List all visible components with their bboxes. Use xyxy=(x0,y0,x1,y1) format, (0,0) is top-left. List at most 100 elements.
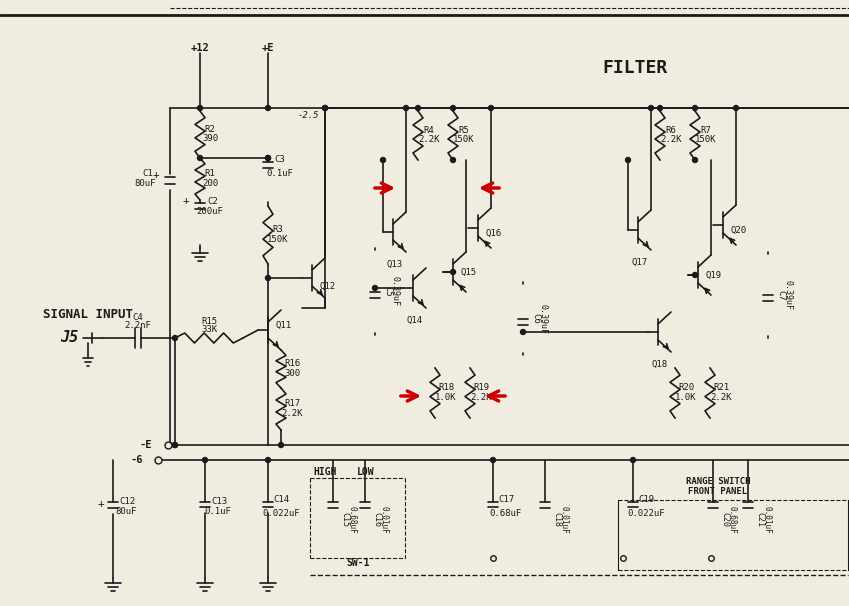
Text: +: + xyxy=(98,499,104,509)
Text: R18: R18 xyxy=(438,384,454,393)
Text: 0.39uF: 0.39uF xyxy=(391,276,400,307)
Text: 2.2nF: 2.2nF xyxy=(125,322,151,330)
Circle shape xyxy=(172,336,177,341)
Text: 150K: 150K xyxy=(453,135,475,144)
Circle shape xyxy=(626,158,631,162)
Text: 80uF: 80uF xyxy=(115,507,137,516)
Text: 0.01uF: 0.01uF xyxy=(560,506,569,534)
Text: 2.2K: 2.2K xyxy=(661,135,682,144)
Circle shape xyxy=(167,442,172,447)
Text: 0.01uF: 0.01uF xyxy=(380,506,389,534)
Text: C17: C17 xyxy=(498,494,514,504)
Text: +: + xyxy=(183,196,189,206)
Circle shape xyxy=(172,442,177,447)
Circle shape xyxy=(373,285,378,290)
Text: 1.0K: 1.0K xyxy=(436,393,457,402)
Text: Q18: Q18 xyxy=(652,359,668,368)
Text: Q13: Q13 xyxy=(387,259,403,268)
Circle shape xyxy=(451,158,456,162)
Text: +E: +E xyxy=(261,43,274,53)
Circle shape xyxy=(415,105,420,110)
Text: -6: -6 xyxy=(131,455,143,465)
Text: C2: C2 xyxy=(208,196,218,205)
Text: Q17: Q17 xyxy=(632,258,648,267)
Text: 0.68uF: 0.68uF xyxy=(348,506,357,534)
Text: -E: -E xyxy=(139,440,152,450)
Text: C18: C18 xyxy=(552,513,561,527)
Circle shape xyxy=(203,458,207,462)
Text: R3: R3 xyxy=(273,225,284,235)
Circle shape xyxy=(734,105,739,110)
Circle shape xyxy=(266,156,271,161)
Circle shape xyxy=(266,156,271,161)
Text: C13: C13 xyxy=(211,498,227,507)
Text: C5: C5 xyxy=(383,286,392,297)
Text: 150K: 150K xyxy=(695,135,717,144)
Text: R6: R6 xyxy=(666,126,677,135)
Text: RANGE SWITCH: RANGE SWITCH xyxy=(686,478,751,487)
Text: C7: C7 xyxy=(776,290,785,301)
Text: 2.2K: 2.2K xyxy=(470,393,492,402)
Circle shape xyxy=(266,458,271,462)
Text: R16: R16 xyxy=(284,359,300,368)
Circle shape xyxy=(266,105,271,110)
Text: C4: C4 xyxy=(132,313,143,322)
Text: -2.5: -2.5 xyxy=(297,110,318,119)
Text: 2.2K: 2.2K xyxy=(419,135,440,144)
Text: C6: C6 xyxy=(531,313,540,324)
Text: Q20: Q20 xyxy=(731,225,747,235)
Circle shape xyxy=(693,158,698,162)
Text: C3: C3 xyxy=(274,155,285,164)
Text: +12: +12 xyxy=(191,43,210,53)
Text: R7: R7 xyxy=(700,126,711,135)
Text: 0.68uF: 0.68uF xyxy=(728,506,737,534)
Text: C1: C1 xyxy=(143,170,154,179)
Text: C16: C16 xyxy=(372,513,381,527)
Circle shape xyxy=(520,330,526,335)
Circle shape xyxy=(631,458,636,462)
Text: R21: R21 xyxy=(713,384,729,393)
Text: R15: R15 xyxy=(201,318,217,327)
Circle shape xyxy=(198,156,203,161)
Circle shape xyxy=(323,105,328,110)
Text: 2.2K: 2.2K xyxy=(711,393,732,402)
Text: C15: C15 xyxy=(340,513,349,527)
Text: 150K: 150K xyxy=(267,235,289,244)
Text: C14: C14 xyxy=(273,494,289,504)
Text: R19: R19 xyxy=(473,384,489,393)
Text: Q16: Q16 xyxy=(486,228,502,238)
Text: C12: C12 xyxy=(119,498,135,507)
Circle shape xyxy=(451,105,456,110)
Text: Q12: Q12 xyxy=(320,282,336,290)
Text: SW-1: SW-1 xyxy=(346,558,370,568)
Text: R20: R20 xyxy=(678,384,694,393)
Text: 0.022uF: 0.022uF xyxy=(627,508,665,518)
Text: 0.1uF: 0.1uF xyxy=(267,170,294,179)
Text: 0.39uF: 0.39uF xyxy=(784,280,793,310)
Text: 0.68uF: 0.68uF xyxy=(490,508,522,518)
Text: R1: R1 xyxy=(205,170,216,179)
Text: 0.01uF: 0.01uF xyxy=(763,506,772,534)
Circle shape xyxy=(491,458,496,462)
Circle shape xyxy=(693,105,698,110)
Circle shape xyxy=(198,105,203,110)
Circle shape xyxy=(403,105,408,110)
Circle shape xyxy=(278,442,284,447)
Text: HIGH: HIGH xyxy=(313,467,337,477)
Circle shape xyxy=(266,276,271,281)
Circle shape xyxy=(155,458,160,462)
Text: FILTER: FILTER xyxy=(603,59,667,77)
Text: R4: R4 xyxy=(424,126,435,135)
Text: R17: R17 xyxy=(284,399,300,408)
Text: 390: 390 xyxy=(202,134,218,143)
Text: FRONT PANEL: FRONT PANEL xyxy=(689,487,748,496)
Text: 200uF: 200uF xyxy=(197,207,223,216)
Text: J5: J5 xyxy=(60,330,78,345)
Text: C19: C19 xyxy=(638,494,654,504)
Text: Q14: Q14 xyxy=(407,316,423,324)
Text: SIGNAL INPUT: SIGNAL INPUT xyxy=(43,308,133,322)
Text: C21: C21 xyxy=(755,513,764,527)
Text: C20: C20 xyxy=(720,513,729,527)
Text: R5: R5 xyxy=(458,126,469,135)
Circle shape xyxy=(380,158,385,162)
